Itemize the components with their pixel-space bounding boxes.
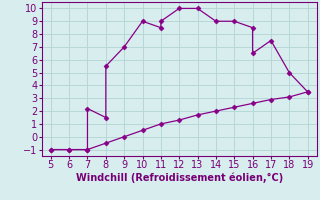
X-axis label: Windchill (Refroidissement éolien,°C): Windchill (Refroidissement éolien,°C) [76, 173, 283, 183]
